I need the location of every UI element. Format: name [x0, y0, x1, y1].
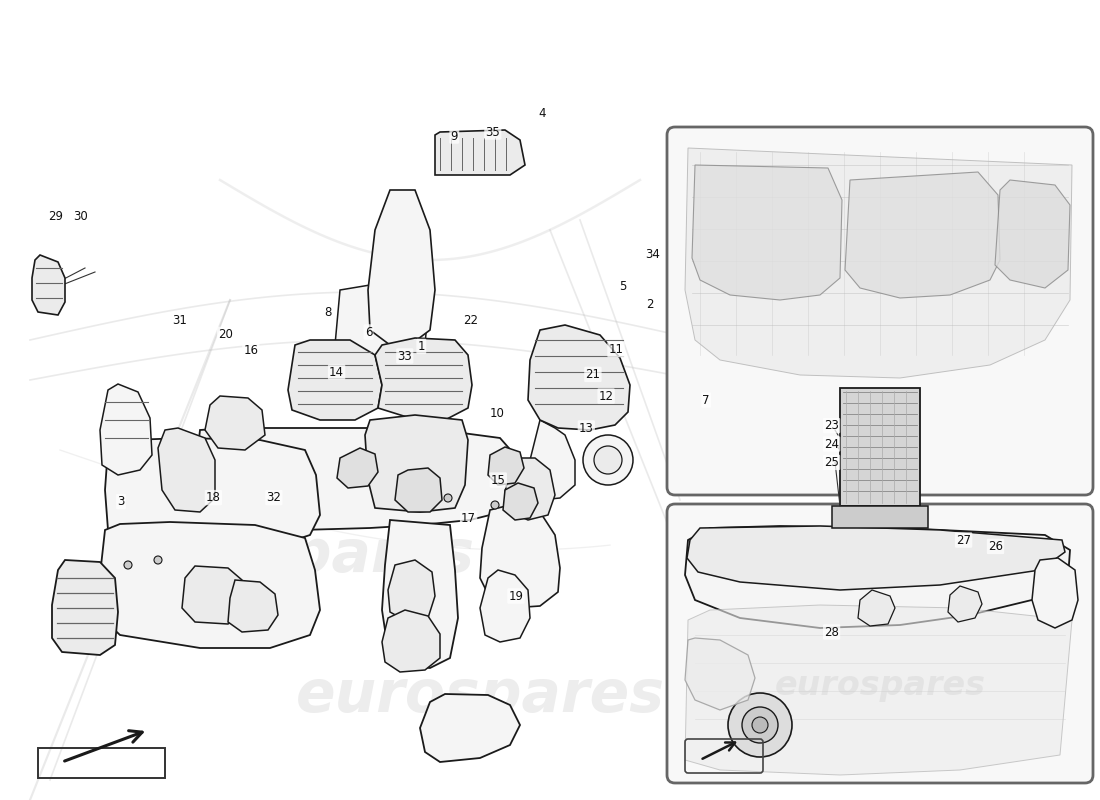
Circle shape: [752, 717, 768, 733]
Polygon shape: [228, 580, 278, 632]
Text: 34: 34: [645, 248, 660, 261]
Polygon shape: [480, 505, 560, 608]
FancyBboxPatch shape: [667, 127, 1093, 495]
Text: 16: 16: [243, 344, 258, 357]
Text: 14: 14: [329, 366, 344, 378]
Text: eurospares: eurospares: [296, 666, 664, 723]
Polygon shape: [365, 415, 468, 512]
Circle shape: [728, 693, 792, 757]
Text: 17: 17: [461, 512, 476, 525]
Polygon shape: [503, 483, 538, 520]
Polygon shape: [505, 458, 556, 520]
Polygon shape: [336, 285, 428, 355]
Text: eurospares: eurospares: [774, 669, 986, 702]
Text: 13: 13: [579, 422, 594, 434]
Text: 33: 33: [397, 350, 412, 362]
FancyArrowPatch shape: [65, 730, 142, 761]
Polygon shape: [337, 448, 378, 488]
Polygon shape: [205, 396, 265, 450]
Polygon shape: [104, 438, 320, 550]
Text: 20: 20: [218, 328, 233, 341]
Polygon shape: [52, 560, 118, 655]
Polygon shape: [528, 325, 630, 430]
Polygon shape: [382, 610, 440, 672]
Circle shape: [491, 501, 499, 509]
Polygon shape: [382, 520, 458, 668]
Text: 9: 9: [451, 130, 458, 142]
Polygon shape: [948, 586, 982, 622]
Circle shape: [594, 446, 621, 474]
Circle shape: [154, 556, 162, 564]
Polygon shape: [685, 526, 1070, 628]
Polygon shape: [388, 560, 434, 622]
Text: 22: 22: [463, 314, 478, 326]
Polygon shape: [845, 172, 1000, 298]
Polygon shape: [100, 522, 320, 648]
Polygon shape: [182, 566, 245, 624]
Circle shape: [583, 435, 632, 485]
Polygon shape: [1032, 558, 1078, 628]
Text: 10: 10: [490, 407, 505, 420]
Text: 18: 18: [206, 491, 221, 504]
Polygon shape: [685, 638, 755, 710]
Polygon shape: [688, 526, 1065, 590]
Text: 29: 29: [48, 210, 64, 222]
Text: 6: 6: [365, 326, 372, 338]
Text: 35: 35: [485, 126, 501, 138]
Polygon shape: [685, 148, 1072, 378]
Polygon shape: [528, 420, 575, 500]
Polygon shape: [32, 255, 65, 315]
Text: 21: 21: [585, 368, 601, 381]
Circle shape: [742, 707, 778, 743]
Text: eurospares: eurospares: [106, 526, 474, 583]
Polygon shape: [195, 428, 520, 530]
Text: 24: 24: [824, 438, 839, 450]
Text: 26: 26: [988, 540, 1003, 553]
Polygon shape: [832, 506, 928, 528]
Text: 8: 8: [324, 306, 331, 318]
Polygon shape: [395, 468, 442, 512]
Text: 3: 3: [118, 495, 124, 508]
Polygon shape: [434, 130, 525, 175]
Polygon shape: [100, 384, 152, 475]
Polygon shape: [158, 428, 214, 512]
Text: 4: 4: [539, 107, 546, 120]
Text: 1: 1: [418, 340, 425, 353]
Circle shape: [124, 561, 132, 569]
Polygon shape: [375, 338, 472, 420]
Polygon shape: [288, 340, 382, 420]
Text: 25: 25: [824, 456, 839, 469]
Circle shape: [444, 494, 452, 502]
FancyArrowPatch shape: [703, 742, 735, 758]
FancyBboxPatch shape: [667, 504, 1093, 783]
Polygon shape: [858, 590, 895, 626]
Polygon shape: [685, 605, 1072, 775]
Text: 32: 32: [266, 491, 282, 504]
Polygon shape: [368, 190, 434, 345]
Polygon shape: [420, 694, 520, 762]
Polygon shape: [692, 165, 842, 300]
Text: 5: 5: [619, 280, 626, 293]
Text: 7: 7: [703, 394, 710, 406]
Polygon shape: [480, 570, 530, 642]
Text: 15: 15: [491, 474, 506, 486]
Polygon shape: [488, 447, 524, 485]
Polygon shape: [996, 180, 1070, 288]
Text: 28: 28: [824, 626, 839, 638]
Text: 31: 31: [172, 314, 187, 326]
Polygon shape: [840, 388, 920, 506]
Text: 30: 30: [73, 210, 88, 222]
Text: 2: 2: [647, 298, 653, 310]
Text: 27: 27: [956, 534, 971, 546]
Text: 19: 19: [508, 590, 524, 602]
Text: 12: 12: [598, 390, 614, 402]
Text: 23: 23: [824, 419, 839, 432]
Text: 11: 11: [608, 343, 624, 356]
